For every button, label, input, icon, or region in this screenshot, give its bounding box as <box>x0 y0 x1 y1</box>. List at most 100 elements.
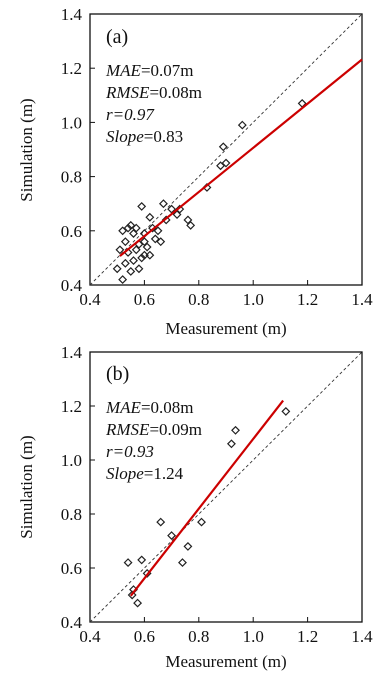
data-point <box>131 245 141 255</box>
data-point <box>129 256 138 266</box>
y-tick-label: 1.4 <box>61 5 83 24</box>
data-point <box>183 541 193 551</box>
data-point <box>221 158 231 168</box>
stat-value: =0.07m <box>141 61 194 80</box>
x-tick-label: 0.4 <box>79 627 101 646</box>
stat-line: RMSE=0.09m <box>105 420 202 439</box>
x-tick-label: 1.2 <box>297 627 318 646</box>
panel-a: 0.4 0.6 0.8 1.0 1.2 1.4 0.4 0.6 0.8 1.0 1.2 1.4 (a)… <box>17 5 373 338</box>
data-point <box>142 242 152 252</box>
data-point <box>137 555 147 565</box>
x-tick-label: 0.6 <box>134 627 155 646</box>
data-point <box>226 439 236 449</box>
stat-value: =1.24 <box>144 464 184 483</box>
data-point <box>139 237 149 247</box>
fit-line-a <box>119 58 363 257</box>
data-point <box>183 215 193 225</box>
data-point <box>145 250 155 260</box>
data-point <box>118 275 128 285</box>
data-point <box>126 220 136 230</box>
x-axis-title-a: Measurement (m) <box>165 319 286 338</box>
fit-line-b <box>129 399 284 597</box>
y-tick-label: 1.0 <box>61 113 82 132</box>
data-point <box>134 264 144 274</box>
data-point <box>153 226 163 236</box>
stat-line: Slope=1.24 <box>106 464 184 483</box>
y-axis-title-a: Simulation (m) <box>17 98 36 201</box>
data-point <box>112 264 122 274</box>
data-point <box>231 425 240 435</box>
y-tick-label: 0.6 <box>61 559 82 578</box>
y-tick-label: 0.8 <box>61 505 82 524</box>
stat-value: =0.08m <box>141 398 194 417</box>
data-point <box>156 517 166 527</box>
y-tick-label: 1.4 <box>61 343 83 362</box>
stat-name: MAE <box>105 398 142 417</box>
data-point <box>120 237 130 247</box>
stat-name: r <box>106 442 113 461</box>
data-point <box>150 234 160 244</box>
stat-name: RMSE <box>105 83 150 102</box>
points-a <box>112 98 307 285</box>
stat-value: =0.83 <box>144 127 183 146</box>
data-point <box>123 223 133 233</box>
x-tick-label: 0.8 <box>188 627 209 646</box>
x-tick-label: 1.2 <box>297 290 318 309</box>
data-point <box>178 558 187 568</box>
stat-value: =0.93 <box>113 442 154 461</box>
data-point <box>129 229 138 238</box>
y-tick-label: 1.0 <box>61 451 82 470</box>
data-point <box>158 199 168 209</box>
data-point <box>156 237 166 247</box>
y-tick-label: 0.4 <box>61 613 83 632</box>
data-point <box>172 210 182 219</box>
stat-name: MAE <box>105 61 142 80</box>
stat-line: r=0.93 <box>106 442 154 461</box>
data-point <box>131 223 141 233</box>
data-point <box>281 406 291 416</box>
panel-label-b: (b) <box>106 363 129 385</box>
stat-name: Slope <box>106 464 144 483</box>
stats-b: MAE=0.08m RMSE=0.09m r=0.93 Slope=1.24 <box>105 398 202 483</box>
stat-name: Slope <box>106 127 144 146</box>
data-point <box>218 142 228 152</box>
data-point <box>127 590 137 600</box>
stat-line: RMSE=0.08m <box>105 83 202 102</box>
x-tick-label: 0.6 <box>134 290 155 309</box>
data-point <box>137 253 147 263</box>
data-point <box>197 517 206 527</box>
x-tick-label: 1.4 <box>351 290 373 309</box>
data-point <box>237 120 247 130</box>
data-point <box>167 531 177 541</box>
data-point <box>123 558 133 568</box>
data-point <box>133 598 143 608</box>
grid-ticks-b: 0.4 0.6 0.8 1.0 1.2 1.4 0.4 0.6 0.8 1.0 1.2 1.4 <box>61 343 373 646</box>
y-tick-label: 1.2 <box>61 397 82 416</box>
stat-line: MAE=0.07m <box>105 61 194 80</box>
data-point <box>137 201 147 211</box>
x-axis-title-b: Measurement (m) <box>165 652 286 671</box>
stats-a: MAE=0.07m RMSE=0.08m r=0.97 Slope=0.83 <box>105 61 202 146</box>
stat-line: Slope=0.83 <box>106 127 183 146</box>
data-point <box>118 226 128 236</box>
stat-value: =0.08m <box>149 83 202 102</box>
data-point <box>126 267 136 276</box>
y-axis-title-b: Simulation (m) <box>17 435 36 538</box>
stat-name: r <box>106 105 113 124</box>
y-tick-label: 0.6 <box>61 222 82 241</box>
identity-line-b <box>89 351 363 623</box>
identity-line-a <box>89 13 363 286</box>
data-point <box>186 220 196 230</box>
stat-line: MAE=0.08m <box>105 398 194 417</box>
data-point <box>120 258 130 268</box>
x-tick-label: 1.0 <box>243 290 264 309</box>
stat-value: =0.97 <box>113 105 156 124</box>
x-tick-label: 1.4 <box>351 627 373 646</box>
data-point <box>216 161 226 171</box>
y-tick-label: 1.2 <box>61 59 82 78</box>
y-tick-label: 0.8 <box>61 168 82 187</box>
data-point <box>115 245 125 255</box>
x-tick-label: 1.0 <box>243 627 264 646</box>
panel-b: 0.4 0.6 0.8 1.0 1.2 1.4 0.4 0.6 0.8 1.0 1.2 1.4 (b)… <box>17 343 373 671</box>
